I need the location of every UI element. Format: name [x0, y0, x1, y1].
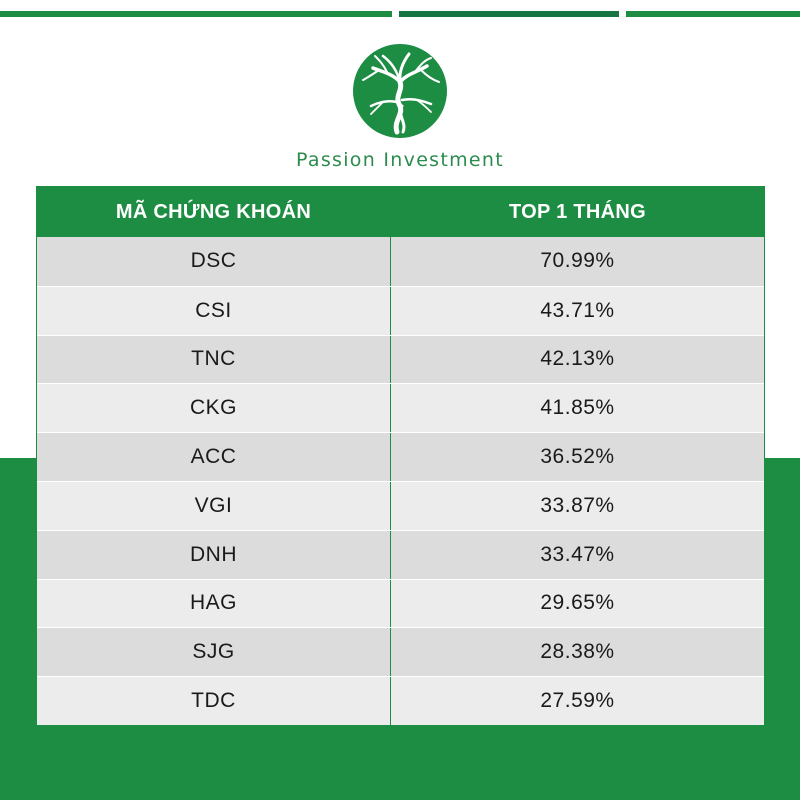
table-row: CKG 41.85%	[37, 383, 764, 433]
stock-code: TDC	[191, 689, 236, 713]
stock-code: DSC	[190, 249, 237, 273]
table-row: VGI 33.87%	[37, 480, 764, 530]
table-header: MÃ CHỨNG KHOÁN TOP 1 THÁNG	[37, 187, 764, 237]
stock-code: CSI	[195, 298, 232, 322]
stock-return: 33.87%	[390, 481, 764, 530]
stock-code: TNC	[191, 347, 236, 371]
stock-return: 33.47%	[390, 530, 764, 579]
table-row: TDC 27.59%	[37, 676, 764, 725]
top-bar-right	[626, 11, 800, 17]
stock-return: 36.52%	[390, 433, 764, 481]
stock-return: 27.59%	[390, 677, 764, 725]
table-row: SJG 28.38%	[37, 627, 764, 677]
stock-return: 43.71%	[390, 286, 764, 335]
top-bar-left	[0, 11, 392, 17]
tree-logo-icon	[353, 44, 447, 138]
table-row: ACC 36.52%	[37, 432, 764, 481]
table-row: DSC 70.99%	[37, 237, 764, 286]
top-bar-middle	[399, 11, 619, 17]
table-row: DNH 33.47%	[37, 529, 764, 579]
table-row: CSI 43.71%	[37, 285, 764, 335]
table-row: HAG 29.65%	[37, 578, 764, 628]
stock-code: SJG	[192, 640, 235, 664]
stock-code: HAG	[189, 591, 237, 615]
header-top-1-month: TOP 1 THÁNG	[390, 187, 764, 237]
stock-code: VGI	[194, 493, 233, 517]
stock-return: 42.13%	[390, 335, 764, 384]
table-row: TNC 42.13%	[37, 334, 764, 384]
stock-return: 28.38%	[390, 628, 764, 677]
stock-code: CKG	[189, 396, 237, 420]
header-stock-code: MÃ CHỨNG KHOÁN	[115, 200, 312, 223]
stock-return: 29.65%	[390, 579, 764, 628]
stock-code: ACC	[190, 445, 237, 469]
stock-return: 41.85%	[390, 384, 764, 433]
brand-name: Passion Investment	[295, 149, 505, 171]
stock-code: DNH	[190, 542, 237, 566]
stock-table: MÃ CHỨNG KHOÁN TOP 1 THÁNG DSC 70.99% CS…	[36, 186, 765, 725]
stock-return: 70.99%	[390, 237, 764, 286]
